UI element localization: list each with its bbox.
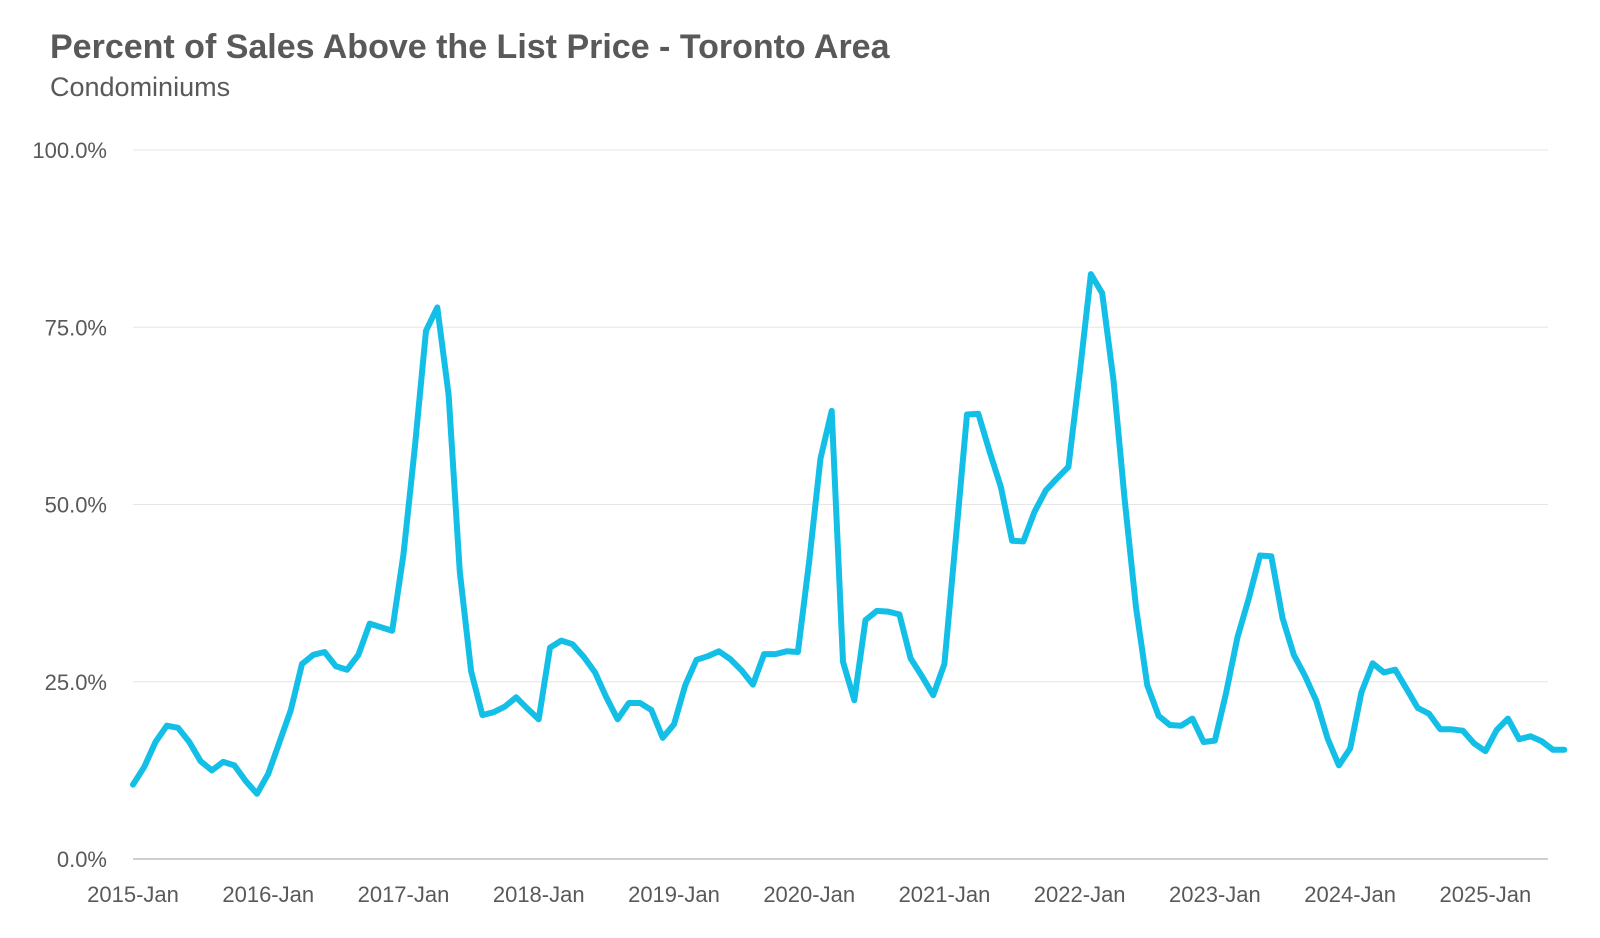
x-tick-label: 2019-Jan [628, 882, 720, 907]
series-line [130, 271, 1568, 797]
x-tick-label: 2022-Jan [1034, 882, 1126, 907]
y-tick-label: 25.0% [45, 670, 107, 695]
x-tick-label: 2023-Jan [1169, 882, 1261, 907]
y-tick-label: 0.0% [57, 847, 107, 872]
x-tick-label: 2016-Jan [222, 882, 314, 907]
gridlines [133, 149, 1548, 683]
y-tick-label: 100.0% [32, 138, 107, 163]
y-axis-ticks: 0.0% 25.0% 50.0% 75.0% 100.0% [32, 138, 107, 872]
x-tick-label: 2025-Jan [1440, 882, 1532, 907]
x-tick-label: 2015-Jan [87, 882, 179, 907]
chart-subtitle: Condominiums [50, 72, 231, 102]
x-tick-label: 2021-Jan [899, 882, 991, 907]
y-tick-label: 50.0% [45, 493, 107, 518]
x-tick-label: 2024-Jan [1304, 882, 1396, 907]
x-axis-ticks: 2015-Jan 2016-Jan 2017-Jan 2018-Jan 2019-Jan… [87, 882, 1531, 907]
x-tick-label: 2020-Jan [763, 882, 855, 907]
chart-title: Percent of Sales Above the List Price - … [50, 28, 890, 66]
y-tick-label: 75.0% [45, 315, 107, 340]
x-tick-label: 2017-Jan [358, 882, 450, 907]
x-tick-label: 2018-Jan [493, 882, 585, 907]
